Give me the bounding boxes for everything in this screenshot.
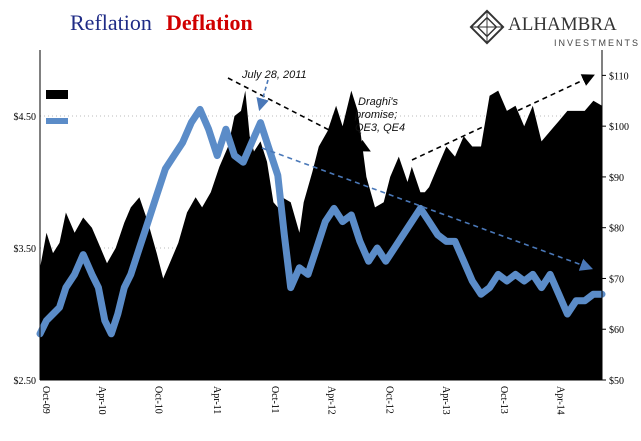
right-tick-label: $70 — [609, 274, 624, 285]
brand-sub: INVESTMENTS — [554, 38, 641, 48]
brand-name: ALHAMBRA — [508, 14, 617, 35]
annotation-draghi-1: Draghi's — [358, 96, 399, 108]
x-tick-label: Oct-09 — [40, 386, 51, 414]
trend-arrow-wti-up — [411, 74, 595, 161]
x-tick-label: Apr-10 — [96, 386, 107, 415]
x-tick-label: Apr-12 — [325, 386, 336, 415]
trend-arrow-copper-down — [261, 147, 594, 271]
right-tick-label: $60 — [609, 325, 624, 336]
copper-line — [36, 105, 606, 338]
title-deflation: Deflation — [166, 10, 253, 35]
x-tick-label: Apr-11 — [211, 386, 222, 414]
left-tick-label: $3.50 — [14, 244, 37, 255]
legend-label-copper: Copper Futures HG1 — [72, 116, 165, 127]
right-tick-label: $50 — [609, 376, 624, 387]
annotation-july: July 28, 2011 — [241, 69, 307, 81]
right-tick-label: $110 — [609, 71, 629, 82]
annotation-draghi-3: QE3, QE4 — [355, 122, 405, 134]
alhambra-logo-icon — [469, 9, 505, 45]
right-tick-label: $80 — [609, 224, 624, 235]
legend-swatch-wti — [46, 90, 68, 99]
x-tick-label: Apr-14 — [554, 386, 565, 415]
x-tick-label: Oct-11 — [269, 386, 280, 413]
x-tick-label: Oct-12 — [384, 386, 395, 414]
right-tick-label: $100 — [609, 122, 629, 133]
title-reflation: Reflation — [70, 10, 152, 35]
july-pointer-arrow — [256, 79, 269, 112]
annotation-draghi-2: promise; — [354, 109, 397, 121]
x-tick-label: Oct-13 — [498, 386, 509, 414]
right-tick-label: $90 — [609, 173, 624, 184]
legend-swatch-copper — [46, 118, 68, 124]
left-tick-label: $2.50 — [14, 376, 37, 387]
x-tick-label: Oct-10 — [152, 386, 163, 414]
legend-label-wti: WTI - RHS — [72, 91, 121, 102]
left-tick-label: $4.50 — [14, 112, 37, 123]
x-tick-label: Apr-13 — [440, 386, 451, 415]
